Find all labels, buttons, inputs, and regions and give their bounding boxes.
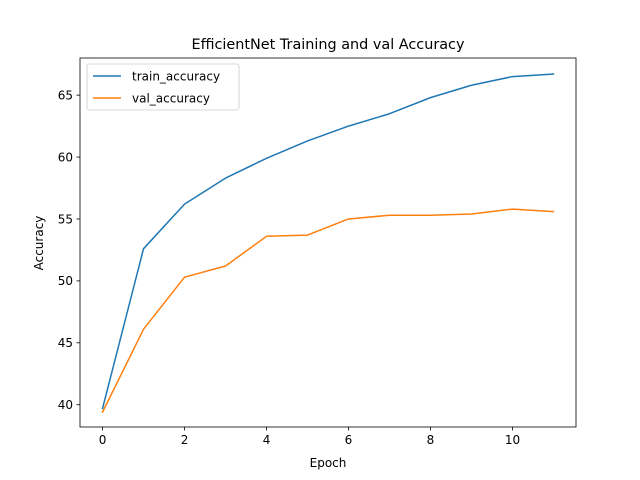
- legend: train_accuracy val_accuracy: [86, 63, 240, 111]
- x-axis: 0 2 4 6 8 10: [99, 427, 520, 447]
- plot-frame: [79, 57, 577, 428]
- y-axis: 40 45 50 55 60 65: [58, 88, 80, 412]
- x-tick-label: 6: [345, 433, 353, 447]
- x-tick-label: 2: [181, 433, 189, 447]
- y-tick-label: 45: [58, 336, 73, 350]
- chart-title: EfficientNet Training and val Accuracy: [192, 37, 465, 53]
- y-tick-label: 55: [58, 212, 73, 226]
- legend-label-val_accuracy: val_accuracy: [132, 91, 210, 105]
- x-tick-label: 4: [263, 433, 271, 447]
- legend-box: [86, 63, 240, 111]
- y-tick-label: 50: [58, 274, 73, 288]
- y-tick-label: 60: [58, 150, 73, 164]
- x-axis-label: Epoch: [310, 456, 347, 470]
- y-axis-label: Accuracy: [32, 216, 46, 271]
- y-tick-label: 65: [58, 88, 73, 102]
- x-tick-label: 0: [99, 433, 107, 447]
- series-lines: [101, 73, 555, 414]
- series-line-train_accuracy: [101, 73, 555, 410]
- x-tick-label: 10: [505, 433, 520, 447]
- legend-label-train_accuracy: train_accuracy: [132, 69, 220, 83]
- x-tick-label: 8: [427, 433, 435, 447]
- y-tick-label: 40: [58, 398, 73, 412]
- series-line-val_accuracy: [101, 208, 555, 414]
